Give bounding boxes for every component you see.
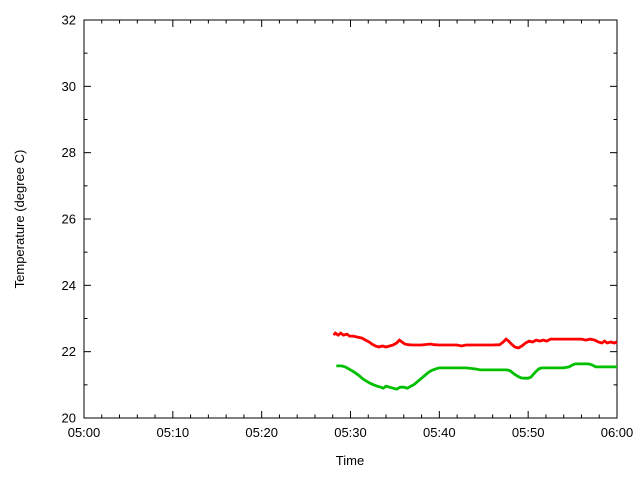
x-axis-label: Time <box>336 453 364 468</box>
x-tick-label: 05:30 <box>334 425 367 440</box>
x-tick-label: 05:20 <box>245 425 278 440</box>
x-tick-label: 06:00 <box>601 425 634 440</box>
y-tick-label: 30 <box>62 79 76 94</box>
y-tick-label: 24 <box>62 278 76 293</box>
y-tick-label: 26 <box>62 212 76 227</box>
series-line-lower-temperature-green <box>336 362 617 391</box>
y-tick-label: 28 <box>62 145 76 160</box>
x-tick-label: 05:50 <box>512 425 545 440</box>
series-layer <box>332 331 618 391</box>
x-tick-label: 05:10 <box>157 425 190 440</box>
x-tick-label: 05:40 <box>423 425 456 440</box>
y-tick-label: 22 <box>62 344 76 359</box>
y-tick-label: 20 <box>62 411 76 426</box>
tick-label-layer: 05:00 05:10 05:20 05:30 05:40 05:50 06:00 20 22 2… <box>62 13 634 441</box>
y-tick-label: 32 <box>62 13 76 28</box>
series-line-upper-temperature-red <box>332 331 618 350</box>
y-axis-label: Temperature (degree C) <box>12 150 27 289</box>
x-tick-label: 05:00 <box>68 425 101 440</box>
tick-layer <box>83 19 618 419</box>
